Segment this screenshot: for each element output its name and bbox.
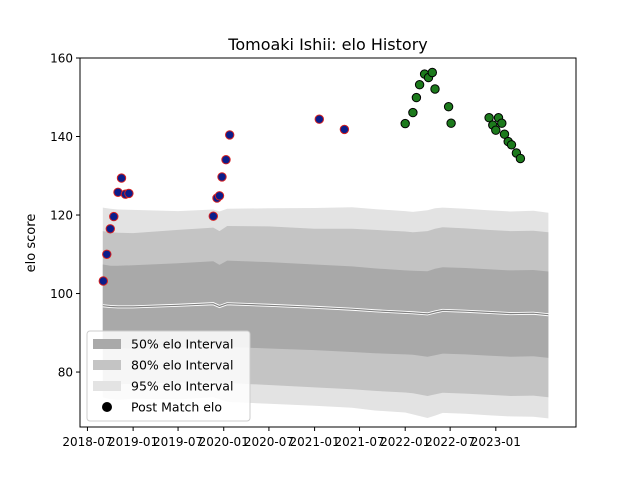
x-axis: 2018-072019-012019-072020-012020-072021-… [62, 427, 521, 449]
legend-marker [102, 402, 112, 412]
post-match-point-blue [109, 211, 119, 222]
y-axis-label: elo score [24, 214, 39, 273]
x-tick-label: 2019-07 [153, 435, 203, 449]
y-tick-label: 160 [50, 52, 73, 66]
y-tick-label: 80 [58, 366, 73, 380]
post-match-point-green [400, 118, 410, 129]
legend-label: Post Match elo [131, 400, 222, 415]
post-match-point-blue [98, 276, 109, 286]
x-tick-label: 2021-01 [290, 435, 340, 449]
y-tick-label: 100 [50, 287, 73, 301]
post-match-point-blue [105, 224, 116, 234]
x-tick-label: 2023-01 [471, 435, 521, 449]
post-match-point-green [430, 84, 440, 94]
post-match-point-green [427, 67, 437, 78]
post-match-point-blue [225, 130, 235, 140]
post-match-point-blue [214, 191, 225, 201]
mean-line [102, 303, 549, 316]
y-axis: 80 100 120 140 160 [50, 52, 80, 380]
legend: 50% elo Interval 80% elo Interval 95% elo … [86, 330, 251, 422]
legend-swatch [93, 339, 121, 349]
post-match-point-blue [314, 114, 324, 124]
x-tick-label: 2020-01 [199, 435, 249, 449]
post-match-point-green [499, 129, 510, 139]
post-match-point-green [506, 140, 517, 150]
post-match-point-green [411, 92, 422, 103]
post-match-point-green [408, 107, 418, 118]
legend-label: 50% elo Interval [131, 337, 233, 352]
post-match-point-green [515, 153, 526, 164]
post-match-point-blue [102, 249, 112, 260]
mean-elo-line [102, 302, 549, 317]
legend-swatch [93, 360, 121, 370]
post-match-point-green [491, 125, 501, 135]
x-tick-label: 2019-01 [108, 435, 158, 449]
post-match-point-green [484, 113, 494, 123]
post-match-point-blue [339, 124, 350, 135]
x-tick-label: 2020-07 [244, 435, 294, 449]
x-tick-label: 2021-07 [334, 435, 384, 449]
post-match-points [98, 67, 526, 286]
post-match-point-green [414, 80, 425, 90]
post-match-point-blue [221, 155, 231, 165]
post-match-point-blue [208, 211, 219, 221]
post-match-point-blue [116, 173, 127, 183]
legend-label: 80% elo Interval [131, 358, 233, 373]
y-tick-label: 120 [50, 209, 73, 223]
x-tick-label: 2022-01 [380, 435, 430, 449]
post-match-point-blue [124, 188, 134, 199]
plot-frame [79, 57, 577, 428]
legend-swatch [93, 381, 121, 391]
x-tick-label: 2018-07 [62, 435, 112, 449]
y-tick-label: 140 [50, 130, 73, 144]
post-match-point-blue [217, 172, 227, 182]
post-match-point-green [443, 102, 454, 112]
legend-label: 95% elo Interval [131, 379, 233, 394]
post-match-point-green [497, 118, 507, 128]
x-tick-label: 2022-07 [425, 435, 475, 449]
post-match-point-green [446, 118, 456, 128]
legend-box [86, 330, 251, 422]
chart-title: Tomoaki Ishii: elo History [227, 35, 427, 54]
